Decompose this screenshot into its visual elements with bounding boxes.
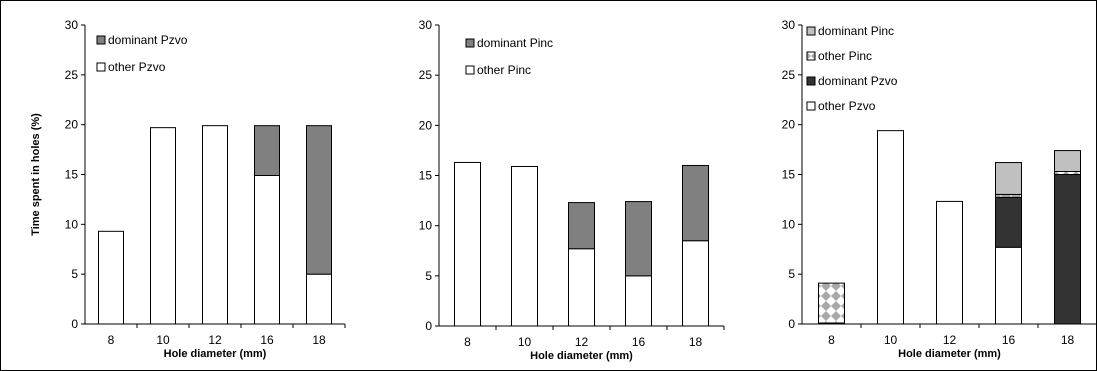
y-tick-label: 15 [419, 169, 433, 183]
legend-entry: dominant Pinc [818, 24, 894, 38]
bar-segment [202, 125, 228, 325]
legend-swatch [465, 38, 475, 48]
legend-swatch [96, 62, 106, 72]
legend-entry: other Pzvo [818, 99, 876, 113]
bar-segment [682, 164, 709, 242]
x-tick-label: 10 [884, 333, 898, 347]
x-tick-label: 12 [943, 333, 957, 347]
bar-segment [306, 273, 332, 325]
x-tick-label: 8 [464, 335, 471, 349]
y-tick-label: 30 [65, 18, 79, 32]
bar-segment [254, 125, 280, 176]
bar-segment [625, 201, 652, 277]
bar-segment [995, 162, 1022, 195]
legend-entry: dominant Pinc [477, 36, 553, 50]
y-tick-label: 5 [788, 267, 795, 281]
legend-swatch [806, 101, 816, 111]
legend-swatch [465, 65, 475, 75]
legend-swatch [96, 35, 106, 45]
legend-entry: dominant Pzvo [108, 33, 188, 47]
y-tick-label: 20 [782, 118, 796, 132]
bar-segment [568, 248, 595, 327]
bar-segment [150, 127, 176, 325]
bar-segment [511, 165, 538, 327]
legend-swatch [806, 51, 816, 61]
x-tick-label: 12 [208, 333, 222, 347]
legend-swatch [806, 26, 816, 36]
x-tick-label: 8 [108, 333, 115, 347]
y-tick-label: 10 [419, 219, 433, 233]
x-tick-label: 10 [518, 335, 532, 349]
x-tick-label: 16 [260, 333, 274, 347]
chart-panel-3: 0 5 10 15 20 25 30 8 10 12 16 18 Hole diameter (mm) d… [782, 18, 1096, 360]
y-tick-label: 5 [425, 269, 432, 283]
legend-entry: other Pinc [477, 63, 531, 77]
x-tick-label: 8 [828, 333, 835, 347]
y-tick-label: 25 [65, 68, 79, 82]
x-axis-label: Hole diameter (mm) [898, 348, 1001, 360]
bar-segment [568, 202, 595, 250]
bar-segment [98, 230, 124, 325]
x-tick-label: 16 [1002, 333, 1016, 347]
y-tick-label: 5 [71, 267, 78, 281]
y-tick-label: 10 [65, 217, 79, 231]
legend-entry: other Pinc [818, 49, 872, 63]
y-tick-label: 15 [65, 168, 79, 182]
bar-segment [818, 282, 845, 324]
x-tick-label: 18 [1061, 333, 1075, 347]
x-tick-label: 12 [575, 335, 589, 349]
y-tick-label: 20 [65, 118, 79, 132]
y-axis-label: Time spent in holes (%) [30, 113, 42, 236]
bar-segment [1054, 174, 1081, 325]
legend-entry: dominant Pzvo [818, 74, 898, 88]
y-tick-label: 0 [425, 319, 432, 333]
y-tick-label: 20 [419, 118, 433, 132]
bar-segment [682, 240, 709, 327]
y-tick-label: 0 [71, 317, 78, 331]
y-tick-label: 10 [782, 217, 796, 231]
x-axis-label: Hole diameter (mm) [530, 350, 633, 362]
x-tick-label: 18 [689, 335, 703, 349]
legend-entry: other Pzvo [108, 60, 166, 74]
x-tick-label: 16 [632, 335, 646, 349]
bar-segment [254, 174, 280, 325]
bar-segment [877, 130, 904, 325]
chart-panel-2: 0 5 10 15 20 25 30 8 10 12 16 18 Hole diameter (mm) d… [419, 18, 725, 362]
bar-segment [625, 275, 652, 327]
bar-segment [995, 246, 1022, 325]
y-tick-label: 30 [782, 18, 796, 32]
y-tick-label: 30 [419, 18, 433, 32]
bar-segment [454, 161, 481, 327]
y-tick-label: 25 [782, 68, 796, 82]
legend-swatch [806, 76, 816, 86]
y-tick-label: 15 [782, 168, 796, 182]
bar-segment [1054, 150, 1081, 173]
y-tick-label: 25 [419, 68, 433, 82]
bar-segment [936, 200, 963, 325]
y-tick-label: 0 [788, 317, 795, 331]
x-tick-label: 18 [312, 333, 326, 347]
bar-segment [995, 196, 1022, 248]
x-tick-label: 10 [156, 333, 170, 347]
chart-panel-1: 0 5 10 15 20 25 30 8 10 12 16 18 Hole diameter (mm) T… [30, 18, 346, 360]
x-axis-label: Hole diameter (mm) [164, 348, 267, 360]
bar-segment [306, 125, 332, 275]
